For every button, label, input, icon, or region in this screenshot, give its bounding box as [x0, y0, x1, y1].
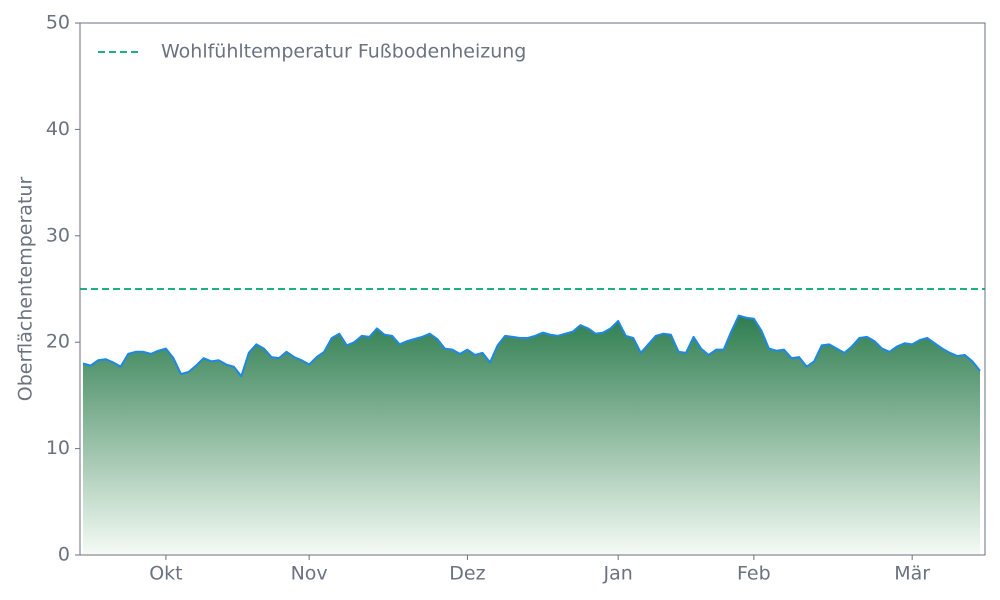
y-tick-label: 50	[46, 12, 70, 34]
legend-label: Wohlfühltemperatur Fußbodenheizung	[161, 41, 526, 63]
y-tick-label: 0	[58, 544, 70, 566]
y-tick-label: 40	[46, 118, 70, 140]
y-tick-label: 30	[46, 224, 70, 246]
x-tick-label: Dez	[449, 563, 485, 585]
x-tick-label: Nov	[291, 563, 328, 585]
x-tick-label: Jan	[603, 563, 633, 585]
area-fill	[83, 315, 980, 555]
x-tick-label: Feb	[737, 563, 771, 585]
area-line	[82, 314, 981, 378]
y-tick-label: 20	[46, 331, 70, 353]
x-tick-label: Okt	[149, 563, 182, 585]
y-axis-label: Oberflächentemperatur	[15, 177, 37, 402]
x-tick-label: Mär	[894, 563, 930, 585]
plot-frame	[79, 22, 986, 556]
y-tick-label: 10	[46, 437, 70, 459]
